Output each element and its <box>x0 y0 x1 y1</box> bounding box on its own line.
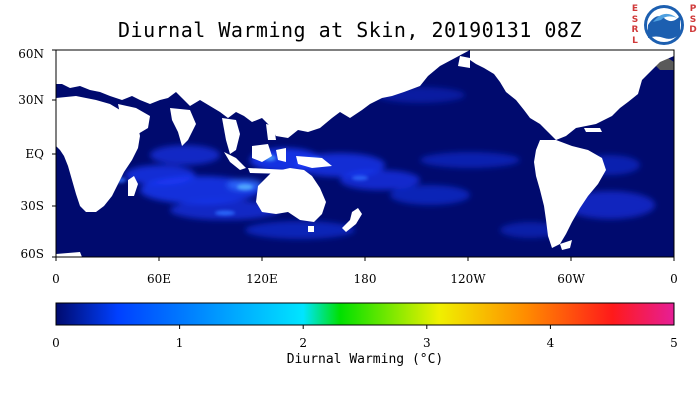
colorbar-tick-label: 0 <box>52 336 60 350</box>
africa-land <box>56 96 140 212</box>
lon-label: 60W <box>557 272 585 286</box>
land-masses <box>56 50 674 257</box>
lon-label: 60E <box>147 272 171 286</box>
colorbar-tick-label: 2 <box>299 336 307 350</box>
colorbar-title: Diurnal Warming (°C) <box>286 352 444 367</box>
colorbar-tick-label: 4 <box>547 336 555 350</box>
south-america-land <box>534 140 606 248</box>
lon-label: 180 <box>354 272 377 286</box>
colorbar-tick-label: 5 <box>670 336 678 350</box>
map-title: Diurnal Warming at Skin, 20190131 08Z <box>117 18 583 42</box>
colorbar-tick-label: 3 <box>423 336 431 350</box>
eurasia-land <box>56 50 470 138</box>
colorbar <box>55 302 675 326</box>
australia-land <box>256 168 326 222</box>
lon-label: 120W <box>450 272 486 286</box>
axis-ticks <box>52 49 675 261</box>
colorbar-tick-labels: 0 1 2 3 4 5 <box>52 336 678 350</box>
lat-label: 60N <box>18 47 44 61</box>
lat-label: 30S <box>21 199 45 213</box>
lon-label: 120E <box>246 272 278 286</box>
latitude-labels: 60N 30N EQ 30S 60S <box>18 47 44 261</box>
lon-label: 0 <box>670 272 678 286</box>
lat-label: 30N <box>18 93 44 107</box>
lat-label: EQ <box>25 147 44 161</box>
longitude-labels: 0 60E 120E 180 120W 60W 0 <box>52 272 678 286</box>
colorbar-tick-label: 1 <box>176 336 184 350</box>
lat-label: 60S <box>21 247 45 261</box>
north-america-land <box>470 50 674 140</box>
lon-label: 0 <box>52 272 60 286</box>
noaa-seal-icon <box>644 5 684 45</box>
colorbar-ticks <box>179 325 551 329</box>
map-plot-area <box>56 50 674 257</box>
